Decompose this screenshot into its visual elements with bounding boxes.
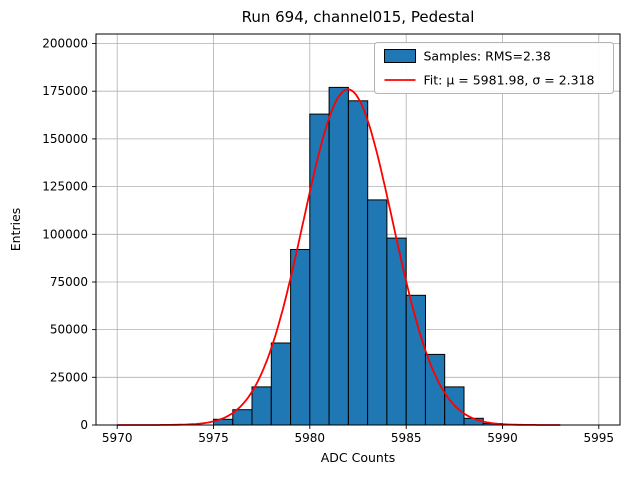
x-tick-label: 5975 (198, 431, 229, 445)
y-axis-label: Entries (8, 208, 23, 252)
legend-label: Samples: RMS=2.38 (424, 49, 551, 64)
histogram-bar (405, 294, 427, 426)
histogram-bar (328, 86, 349, 426)
x-tick-label: 5995 (584, 431, 615, 445)
legend-sample-swatch (384, 49, 416, 63)
legend: Samples: RMS=2.38 Fit: μ = 5981.98, σ = 2… (374, 42, 614, 94)
y-tick-label: 0 (80, 418, 88, 432)
y-tick-label: 75000 (50, 275, 88, 289)
legend-label: Fit: μ = 5981.98, σ = 2.318 (424, 73, 595, 88)
x-tick-label: 5980 (295, 431, 326, 445)
x-axis-label: ADC Counts (321, 450, 396, 465)
y-tick-label: 50000 (50, 323, 88, 337)
x-tick-label: 5970 (102, 431, 133, 445)
x-tick-label: 5990 (487, 431, 518, 445)
histogram-bar (270, 342, 292, 426)
histogram-bar (309, 113, 330, 426)
gaussian-fit-curve (117, 88, 561, 426)
y-tick-label: 125000 (42, 180, 88, 194)
x-tick-label: 5985 (391, 431, 422, 445)
histogram-bar (367, 199, 388, 426)
y-tick-label: 175000 (42, 84, 88, 98)
y-tick-label: 150000 (42, 132, 88, 146)
histogram-bar (347, 100, 369, 426)
y-tick-label: 100000 (42, 227, 88, 241)
y-tick-label: 200000 (42, 37, 88, 51)
chart-title: Run 694, channel015, Pedestal (242, 8, 475, 26)
y-tick-label: 25000 (50, 370, 88, 384)
histogram-bar (251, 386, 272, 426)
histogram-bar (232, 409, 253, 426)
legend-frame (374, 42, 614, 94)
histogram-bar (290, 249, 311, 426)
axes-frame (95, 33, 621, 426)
